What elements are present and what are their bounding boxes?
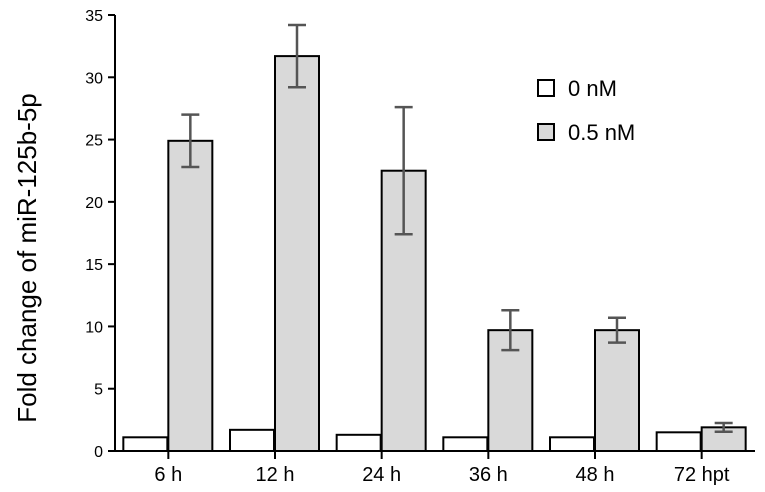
y-tick-label: 10 (85, 319, 103, 336)
bar (549, 436, 595, 453)
y-tick-label: 15 (85, 257, 103, 274)
bar (167, 139, 214, 452)
bar (655, 431, 702, 453)
legend-label: 0 nM (568, 76, 617, 101)
bar (594, 329, 640, 452)
y-tick-label: 30 (85, 70, 103, 87)
y-axis-title: Fold change of miR-125b-5p (12, 93, 42, 423)
legend-label: 0.5 nM (568, 120, 635, 145)
y-tick-label: 35 (85, 8, 103, 25)
bar (442, 436, 489, 453)
legend-swatch (537, 79, 555, 97)
bar (274, 55, 320, 452)
legend: 0 nM 0.5 nM (537, 76, 635, 145)
bars (122, 55, 747, 453)
x-tick-label: 12 h (256, 464, 295, 486)
bar (380, 169, 427, 452)
x-tick-label: 72 hpt (674, 464, 730, 486)
x-tick-label: 36 h (469, 464, 508, 486)
x-tick-label: 48 h (576, 464, 615, 486)
y-axis: 0 5 10 15 20 25 30 35 (85, 8, 116, 461)
y-tick-label: 5 (94, 382, 103, 399)
y-tick-label: 25 (85, 133, 103, 150)
error-bars (181, 23, 733, 433)
x-tick-label: 24 h (362, 464, 401, 486)
x-axis: 6 h 12 h 24 h 36 h 48 h 72 hpt (115, 450, 755, 486)
legend-swatch (537, 123, 555, 141)
x-tick-label: 6 h (154, 464, 182, 486)
bar (335, 433, 382, 453)
y-tick-label: 20 (85, 195, 103, 212)
bar (229, 428, 275, 452)
y-tick-label: 0 (94, 444, 103, 461)
bar (122, 436, 169, 453)
